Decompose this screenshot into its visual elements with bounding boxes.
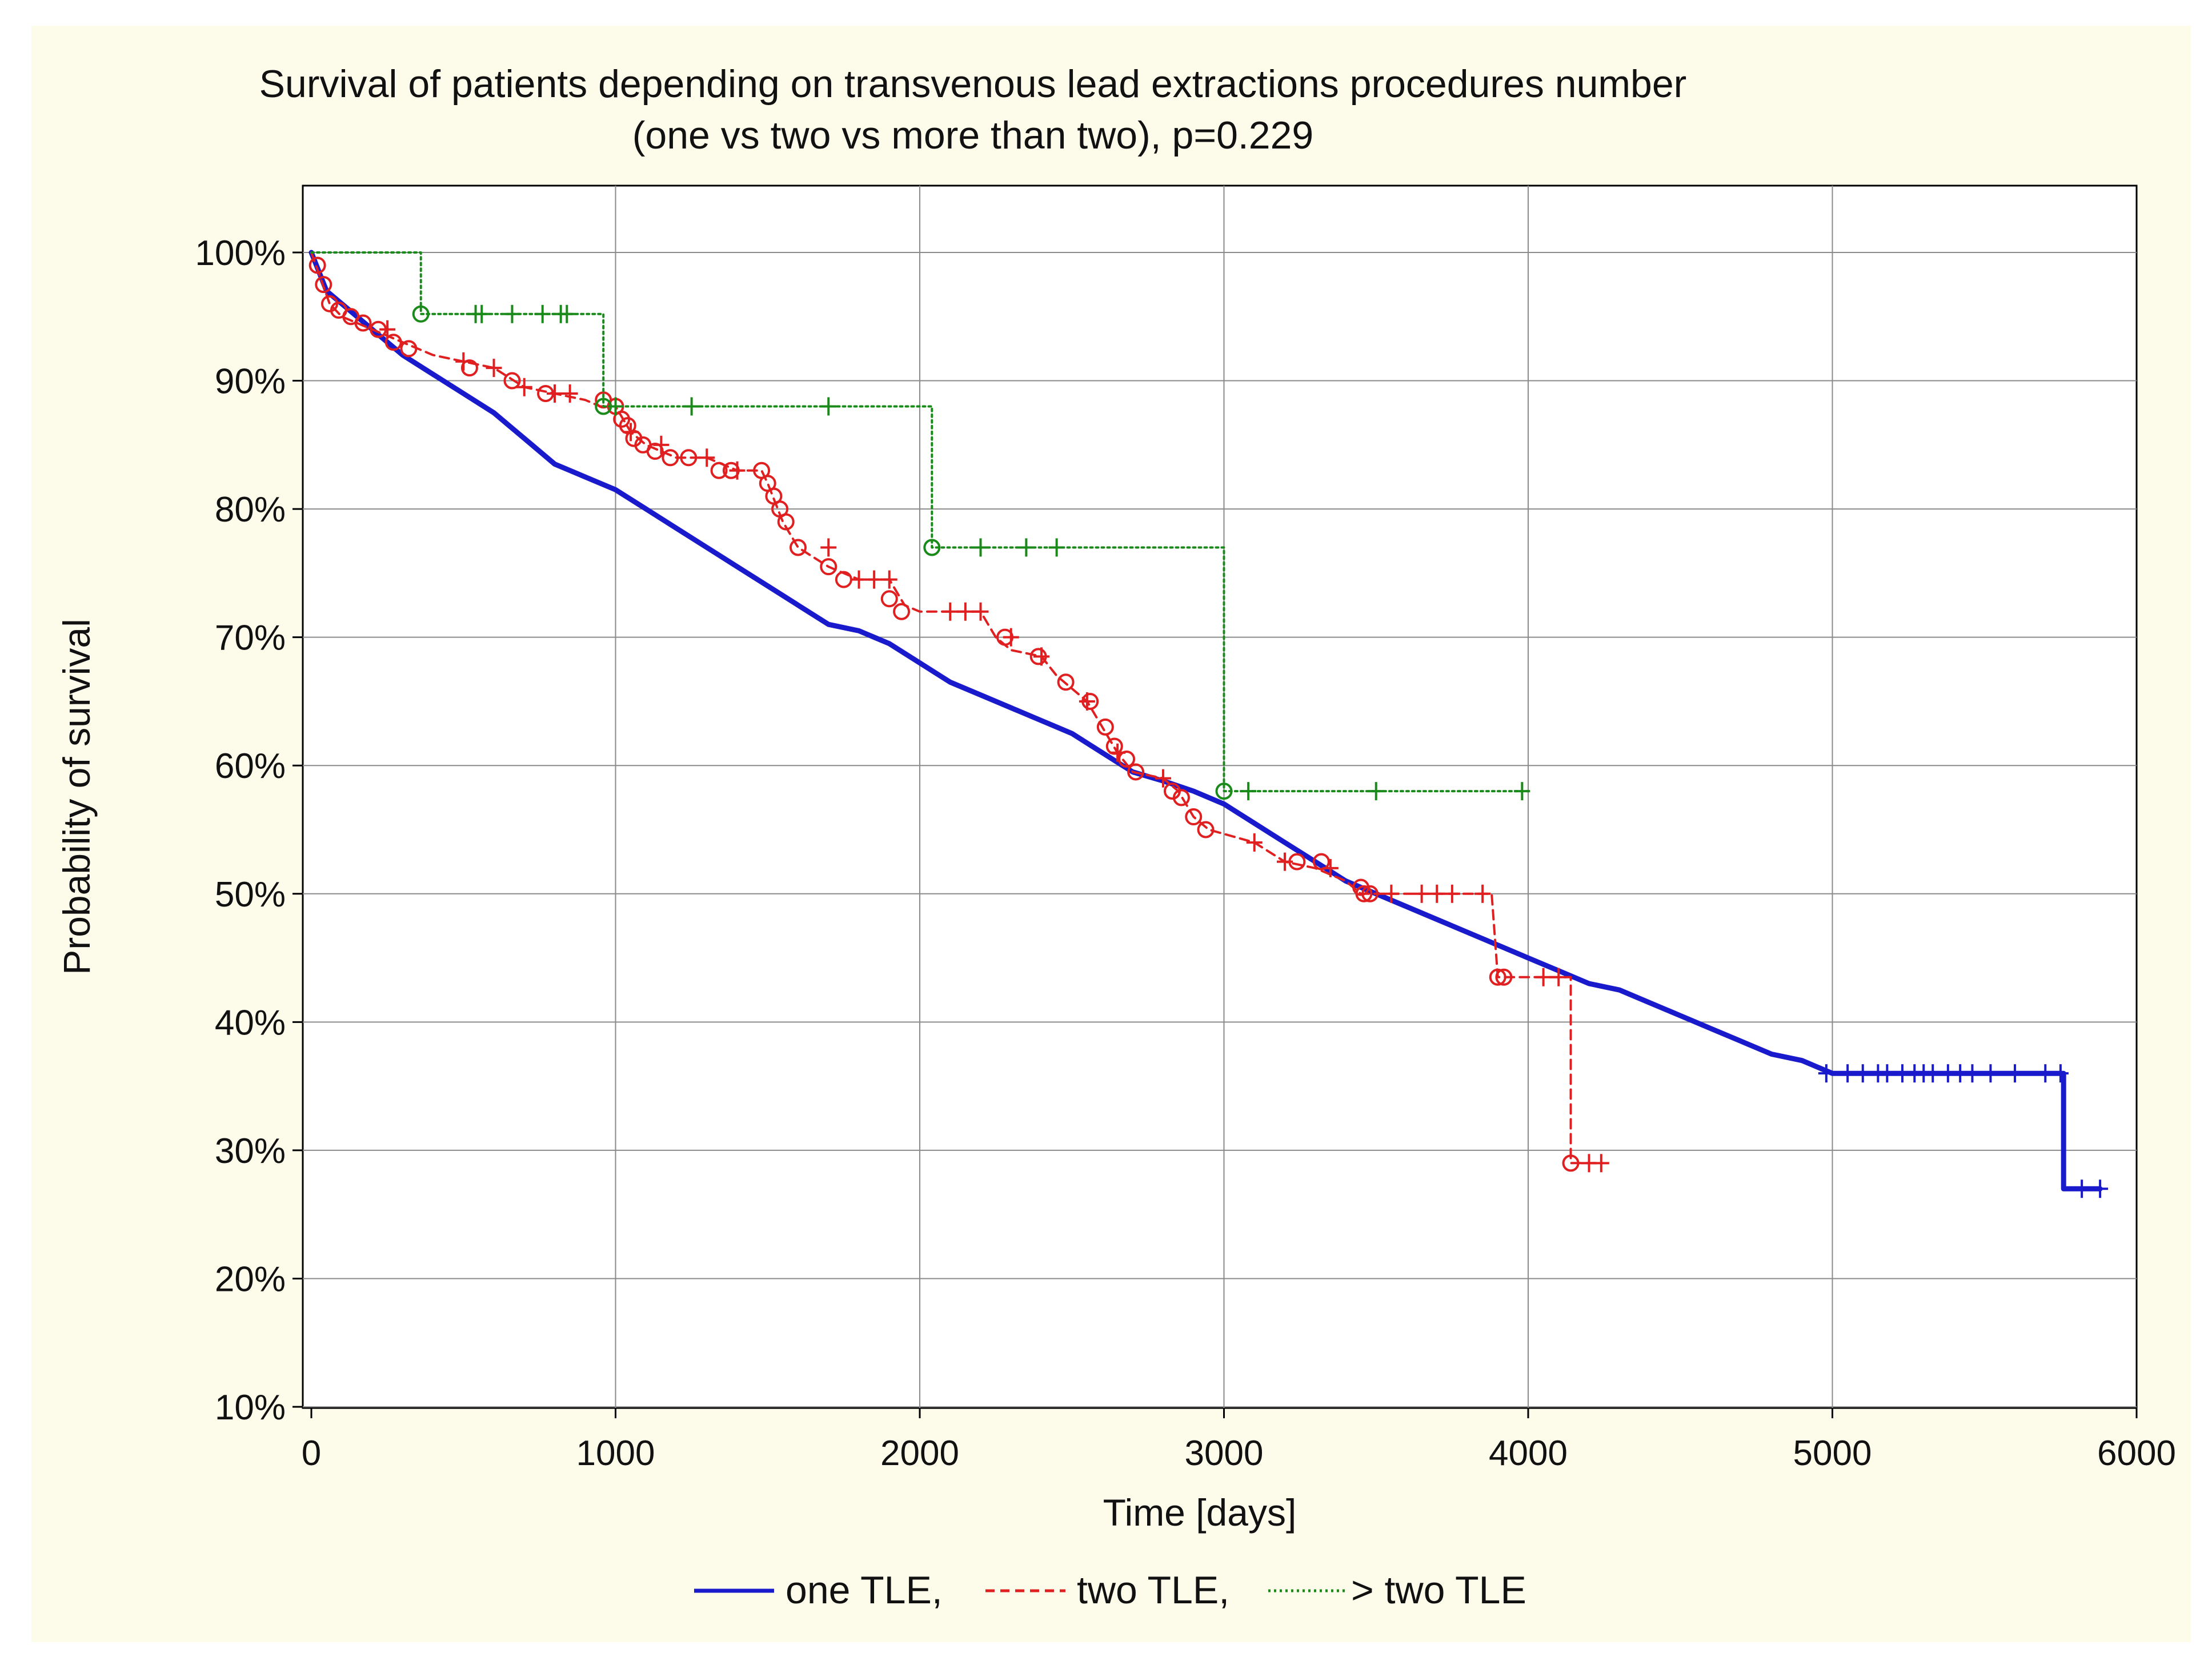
event-marker bbox=[412, 305, 430, 323]
event-marker bbox=[400, 340, 418, 358]
legend-label-two-tle: two TLE, bbox=[1077, 1568, 1229, 1612]
x-axis-title: Time [days] bbox=[1103, 1491, 1297, 1534]
y-tick-label: 100% bbox=[195, 234, 286, 273]
x-tick-label: 0 bbox=[302, 1434, 321, 1473]
y-tick-label: 50% bbox=[215, 875, 286, 914]
event-marker bbox=[1312, 853, 1330, 870]
grid bbox=[303, 186, 2137, 1408]
survival-curve-1 bbox=[310, 251, 1600, 1165]
event-marker bbox=[923, 539, 941, 556]
event-marker bbox=[1288, 853, 1306, 870]
event-marker bbox=[1215, 783, 1233, 800]
y-tick-label: 20% bbox=[215, 1259, 286, 1299]
x-tick-label: 5000 bbox=[1793, 1434, 1872, 1473]
y-tick-label: 90% bbox=[215, 362, 286, 402]
event-marker bbox=[777, 513, 795, 531]
event-marker bbox=[1029, 648, 1047, 665]
event-marker bbox=[460, 359, 478, 377]
series-0 bbox=[308, 250, 2109, 1198]
x-tick-label: 1000 bbox=[576, 1434, 655, 1473]
chart-subtitle: (one vs two vs more than two), p=0.229 bbox=[632, 114, 1314, 157]
legend-label-one-tle: one TLE, bbox=[786, 1568, 943, 1612]
x-tick-label: 3000 bbox=[1185, 1434, 1264, 1473]
chart-title: Survival of patients depending on transv… bbox=[259, 62, 1687, 106]
event-marker bbox=[315, 276, 332, 294]
event-marker bbox=[354, 314, 372, 332]
event-marker bbox=[1172, 789, 1190, 807]
chart-frame: Survival of patients depending on transv… bbox=[31, 26, 2191, 1642]
event-marker bbox=[996, 628, 1014, 646]
event-marker bbox=[308, 256, 326, 274]
event-marker bbox=[710, 462, 728, 479]
y-axis-title: Probability of survival bbox=[55, 619, 98, 975]
event-marker bbox=[1489, 968, 1506, 986]
event-marker bbox=[1127, 763, 1145, 781]
event-marker bbox=[384, 334, 402, 351]
event-marker bbox=[662, 449, 679, 467]
event-marker bbox=[1185, 808, 1203, 826]
event-marker bbox=[595, 398, 612, 415]
y-tick-label: 30% bbox=[215, 1132, 286, 1171]
x-tick-label: 2000 bbox=[880, 1434, 959, 1473]
event-marker bbox=[1096, 718, 1114, 736]
y-tick-label: 60% bbox=[215, 747, 286, 786]
survival-curve-2 bbox=[310, 251, 1529, 793]
event-marker bbox=[880, 590, 898, 608]
series-2 bbox=[310, 251, 1530, 801]
x-tick-label: 4000 bbox=[1489, 1434, 1568, 1473]
series-1 bbox=[308, 251, 1609, 1173]
event-marker bbox=[537, 385, 555, 403]
event-marker bbox=[835, 571, 852, 588]
y-tick-label: 10% bbox=[215, 1388, 286, 1427]
y-tick-label: 70% bbox=[215, 619, 286, 658]
event-marker bbox=[1361, 885, 1379, 902]
event-marker bbox=[370, 320, 387, 338]
event-marker bbox=[1105, 737, 1123, 755]
y-axis: 100% 90% 80% 70% 60% 50% 40% 30% 20% 10% bbox=[195, 234, 303, 1427]
event-marker bbox=[503, 372, 521, 390]
survival-curve-0 bbox=[308, 250, 2103, 1191]
legend-label-more-than-two-tle: > two TLE bbox=[1351, 1568, 1526, 1612]
chart-svg: Survival of patients depending on transv… bbox=[55, 62, 2176, 1612]
legend: one TLE, two TLE, > two TLE bbox=[694, 1568, 1526, 1612]
event-marker bbox=[1081, 692, 1099, 710]
event-marker bbox=[790, 539, 807, 556]
event-marker bbox=[722, 462, 740, 479]
event-marker bbox=[646, 443, 664, 460]
event-marker bbox=[1355, 885, 1373, 902]
event-marker bbox=[893, 603, 911, 620]
x-axis: 0 1000 2000 3000 4000 5000 6000 bbox=[302, 1408, 2176, 1473]
event-marker bbox=[1118, 750, 1136, 768]
event-marker bbox=[1197, 821, 1215, 838]
x-tick-label: 6000 bbox=[2097, 1434, 2176, 1473]
y-tick-label: 40% bbox=[215, 1003, 286, 1042]
series-layer bbox=[308, 250, 2109, 1198]
event-marker bbox=[1057, 673, 1075, 691]
event-marker bbox=[1495, 968, 1513, 986]
event-marker bbox=[1562, 1154, 1580, 1172]
event-marker bbox=[680, 449, 698, 467]
y-tick-label: 80% bbox=[215, 490, 286, 529]
event-marker bbox=[820, 558, 837, 576]
